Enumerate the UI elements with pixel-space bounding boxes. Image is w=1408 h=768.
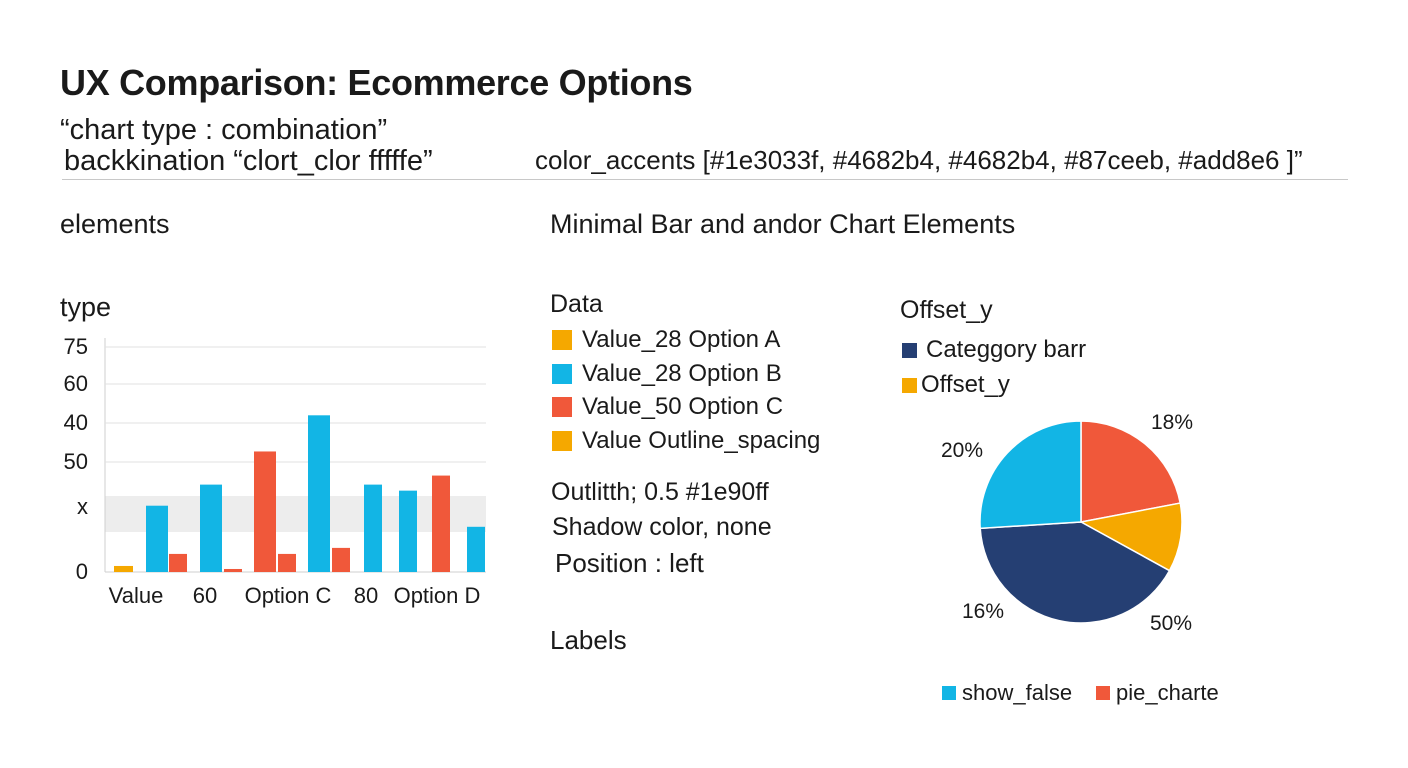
legend-item-option-b: Value_28 Option B — [552, 360, 782, 388]
legend-item-option-c: Value_50 Option C — [552, 393, 783, 421]
legend-label: Categgory barr — [926, 336, 1087, 363]
legend-label: Offset_y — [921, 371, 1010, 398]
y-tick-label: 60 — [64, 371, 88, 396]
header-divider — [62, 179, 1348, 180]
legend-swatch — [902, 342, 917, 358]
y-tick-label: 75 — [64, 334, 88, 359]
legend-item-option-a: Value_28 Option A — [552, 326, 780, 354]
subtitle-color-accents: color_accents [#1e3033f, #4682b4, #4682b… — [535, 145, 1303, 175]
legend-swatch — [902, 377, 917, 393]
pie-slice — [979, 420, 1082, 530]
position-property: Position : left — [555, 548, 704, 578]
labels-heading: Labels — [550, 625, 627, 655]
pie-legend-item-offset: Offset_y — [902, 371, 1010, 399]
legend-label: Value_28 Option A — [582, 326, 781, 353]
legend-swatch — [552, 397, 572, 417]
y-tick-label: x — [77, 494, 88, 519]
y-tick-label: 0 — [76, 559, 88, 584]
y-tick-label: 50 — [64, 449, 88, 474]
pie-title: Offset_y — [900, 296, 993, 324]
legend-item-outline-spacing: Value Outline_spacing — [552, 427, 820, 455]
bar — [278, 553, 296, 572]
pie-slice — [1080, 420, 1182, 523]
legend-title: Data — [550, 290, 603, 318]
outline-property: Outlitth; 0.5 #1e90ff — [551, 478, 769, 506]
shadow-property: Shadow color, none — [552, 513, 772, 541]
page-title: UX Comparison: Ecommerce Options — [60, 62, 693, 103]
bar — [332, 547, 350, 572]
legend-swatch — [1096, 686, 1110, 700]
bar — [146, 505, 168, 572]
legend-swatch — [552, 330, 572, 350]
legend-label: Value_50 Option C — [582, 393, 784, 420]
pie-label: 20% — [941, 439, 984, 462]
bar — [200, 484, 222, 572]
pie-legend-item-show-false: show_false — [942, 680, 1072, 706]
bar — [467, 526, 485, 572]
legend-swatch — [552, 364, 572, 384]
pie-slice — [979, 521, 1171, 624]
bar — [308, 415, 330, 572]
pie-legend-item-pie-charte: pie_charte — [1096, 680, 1219, 706]
bar — [254, 451, 276, 572]
bar — [399, 490, 417, 572]
x-tick-label: Option C — [245, 583, 332, 608]
legend-label: show_false — [962, 680, 1073, 705]
bar — [114, 565, 133, 572]
y-tick-label: 40 — [64, 410, 88, 435]
pie-label: 16% — [962, 600, 1005, 623]
elements-heading: elements — [60, 209, 170, 239]
subtitle-background: backkination “clort_clor fffffe” — [64, 145, 433, 177]
chart-band — [105, 496, 486, 532]
legend-swatch — [942, 686, 956, 700]
pie-slice — [1078, 502, 1183, 572]
type-label: type — [60, 292, 112, 322]
subtitle-chart-type: “chart type : combination” — [60, 114, 388, 146]
legend-label: Value Outline_spacing — [582, 427, 821, 454]
bar — [364, 484, 382, 572]
pie-legend-item-category: Categgory barr — [902, 336, 1086, 364]
x-tick-label: Option D — [394, 583, 481, 608]
pie-label: 18% — [1151, 411, 1194, 434]
bar — [169, 553, 187, 572]
legend-label: pie_charte — [1116, 680, 1219, 705]
pie-label: 50% — [1150, 612, 1193, 635]
x-tick-label: 80 — [354, 583, 378, 608]
bar — [432, 475, 450, 572]
bar — [224, 568, 242, 572]
x-tick-label: Value — [109, 583, 164, 608]
legend-label: Value_28 Option B — [582, 360, 782, 387]
x-tick-label: 60 — [193, 583, 217, 608]
chart-elements-heading: Minimal Bar and andor Chart Elements — [550, 209, 1016, 239]
legend-swatch — [552, 431, 572, 451]
